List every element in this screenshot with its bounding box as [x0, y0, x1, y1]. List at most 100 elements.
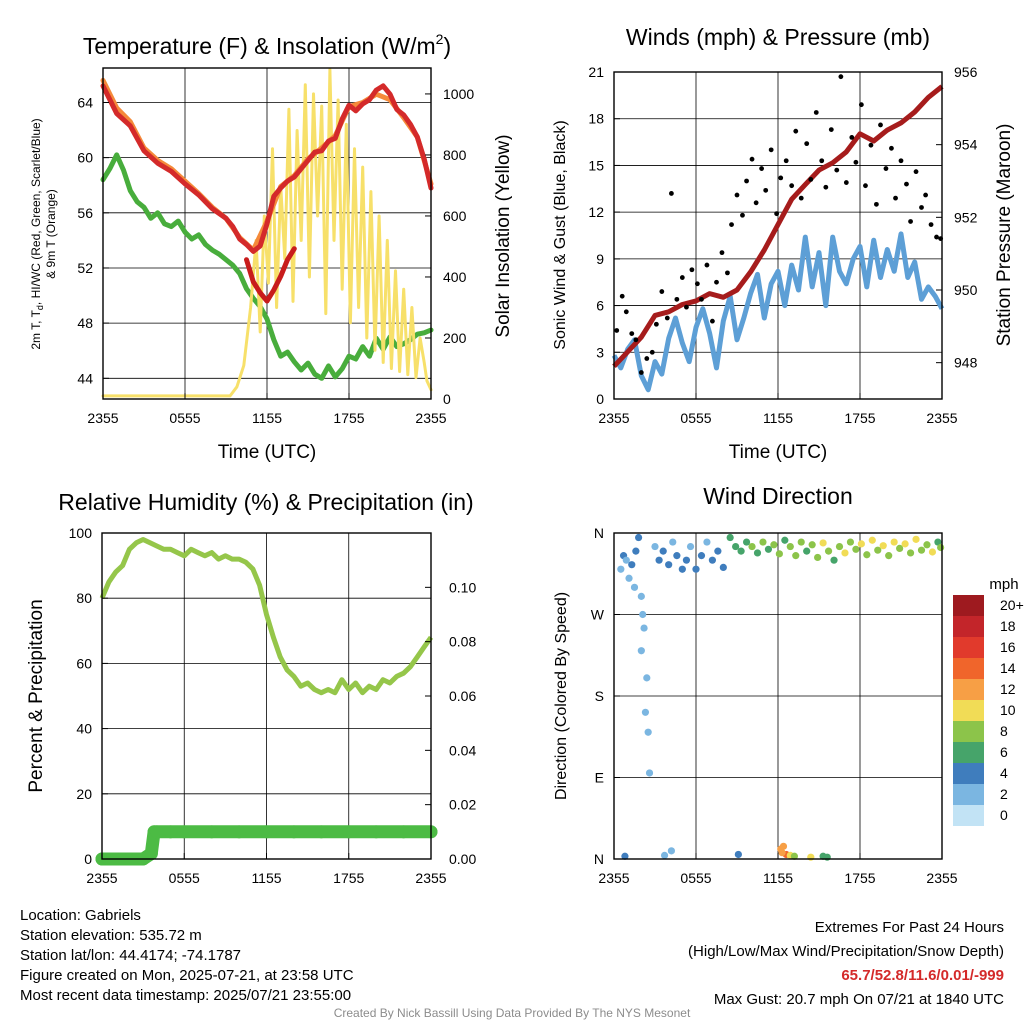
temperature-x-ticks: 2355 0555 1155 1755 2355	[87, 393, 447, 426]
humidity-chart-title: Relative Humidity (%) & Precipitation (i…	[58, 489, 473, 515]
direction-point-69	[934, 538, 942, 546]
wd-xtick-4: 2355	[926, 870, 957, 886]
gust-point-12	[674, 296, 680, 302]
precip-point-7	[144, 847, 158, 861]
gust-point-44	[834, 167, 840, 173]
gust-point-24	[734, 192, 740, 198]
rh-y2tick-2: 0.04	[449, 742, 476, 758]
t-ytick-3: 56	[77, 205, 93, 221]
wd-ytick-3: W	[591, 607, 605, 623]
direction-point-19	[665, 561, 673, 569]
legend-swatch-0	[953, 595, 984, 616]
precip-y2-ticks: 0.00 0.02 0.04 0.06 0.08 0.10	[425, 579, 476, 867]
gust-point-50	[863, 183, 868, 189]
direction-point-80	[790, 852, 798, 860]
legend-label-1: 18	[1000, 618, 1016, 634]
gust-point-40	[813, 110, 819, 115]
gust-point-34	[783, 158, 789, 164]
precip-point-17	[342, 825, 356, 839]
legend-swatch-4	[953, 679, 984, 700]
wind-direction-y-axis-label: Direction (Colored By Speed)	[553, 592, 570, 800]
gust-point-42	[823, 184, 829, 190]
rh-y2tick-5: 0.10	[449, 579, 476, 595]
station-elevation: Station elevation: 535.72 m	[20, 927, 202, 944]
direction-point-23	[682, 556, 691, 564]
gust-point-64	[934, 234, 939, 240]
direction-point-37	[759, 538, 767, 546]
gust-point-60	[913, 169, 919, 175]
rh-ytick-5: 100	[69, 525, 93, 541]
direction-point-74	[734, 850, 742, 859]
gust-point-17	[699, 296, 704, 302]
temperature-y-axis-label-line2: & 9m T (Orange)	[44, 189, 58, 279]
direction-point-60	[885, 552, 893, 560]
direction-point-26	[697, 552, 706, 560]
direction-point-45	[803, 547, 811, 555]
direction-point-24	[686, 542, 695, 551]
direction-point-6	[632, 547, 640, 555]
t-y2tick-0: 0	[443, 391, 451, 407]
series-humidity-line	[99, 537, 434, 696]
precip-point-15	[287, 825, 301, 839]
winds-y-ticks: 0 3 6 9 12 15 18 21	[588, 64, 620, 407]
gust-point-55	[889, 145, 894, 151]
direction-point-14	[643, 674, 651, 682]
w-ytick-6: 18	[588, 111, 604, 127]
gust-point-53	[878, 122, 883, 128]
precip-point-14	[260, 825, 273, 839]
direction-point-54	[852, 545, 860, 553]
gust-point-45	[838, 74, 844, 80]
t-ytick-2: 52	[77, 260, 93, 276]
gust-point-49	[858, 102, 864, 108]
extremes-values: 65.7/52.8/11.6/0.01/-999	[841, 967, 1004, 984]
gust-point-9	[659, 289, 665, 294]
t-ytick-4: 60	[77, 150, 93, 166]
rh-xtick-3: 1755	[333, 870, 364, 886]
legend-swatch-8	[953, 763, 984, 784]
wd-xtick-2: 1155	[763, 870, 793, 886]
gust-point-19	[710, 318, 715, 324]
legend-swatch-3	[953, 658, 984, 679]
wind-direction-grid	[613, 532, 943, 860]
direction-point-70	[937, 543, 945, 552]
direction-point-25	[692, 565, 700, 573]
humidity-y-axis-label: Percent & Precipitation	[26, 599, 47, 792]
legend-label-2: 16	[1000, 639, 1016, 655]
direction-point-71	[621, 852, 629, 860]
w-y2tick-1: 950	[954, 282, 978, 298]
direction-point-40	[775, 550, 783, 558]
wd-ytick-1: E	[595, 770, 604, 786]
station-latlon: Station lat/lon: 44.4174; -74.1787	[20, 947, 242, 964]
temperature-y-ticks: 44 48 52 56 60 64	[77, 94, 109, 386]
direction-point-49	[824, 547, 833, 555]
direction-point-53	[846, 538, 855, 546]
direction-point-2	[622, 556, 630, 564]
direction-point-41	[781, 536, 789, 544]
direction-point-57	[868, 536, 876, 544]
gust-point-18	[704, 262, 710, 268]
gust-point-38	[804, 141, 810, 147]
wind-direction-x-ticks: 2355 0555 1155 1755 2355	[598, 853, 958, 886]
direction-point-8	[637, 592, 645, 600]
legend-label-6: 8	[1000, 723, 1008, 739]
wind-direction-chart-title: Wind Direction	[703, 483, 853, 509]
winds-x-axis-label: Time (UTC)	[729, 442, 828, 463]
direction-point-51	[835, 542, 844, 551]
precip-point-9	[150, 825, 164, 839]
gust-point-59	[908, 219, 913, 224]
t-y2tick-2: 400	[443, 269, 467, 285]
legend-label-9: 2	[1000, 786, 1008, 802]
precip-point-18	[369, 825, 383, 839]
precip-point-12	[205, 825, 219, 839]
direction-point-32	[732, 542, 740, 551]
t-ytick-0: 44	[77, 370, 93, 386]
w-xtick-0: 2355	[598, 410, 629, 426]
direction-point-35	[748, 542, 756, 551]
direction-point-28	[708, 556, 716, 564]
gust-point-26	[744, 178, 749, 184]
gust-point-54	[883, 166, 889, 171]
precip-point-16	[314, 825, 328, 839]
t-ytick-5: 64	[77, 94, 93, 110]
solar-y2-ticks: 0 200 400 600 800 1000	[425, 86, 474, 407]
temperature-plot-frame	[102, 67, 432, 400]
